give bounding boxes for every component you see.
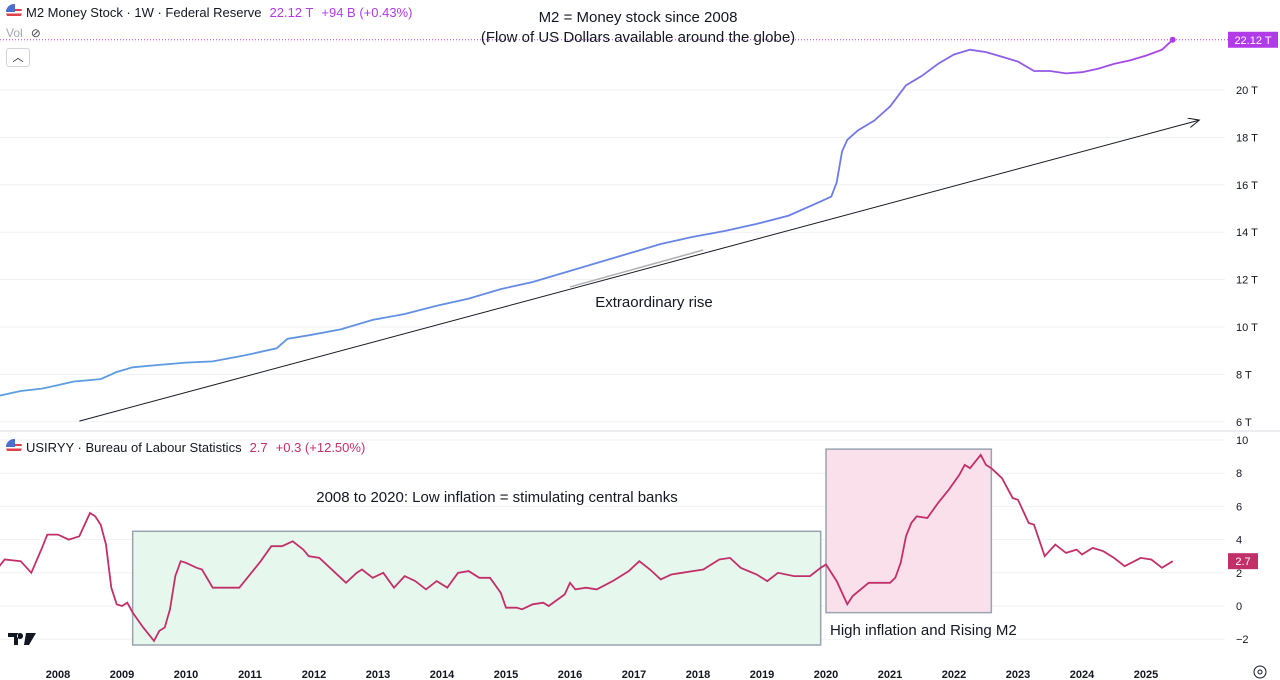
trend-arrow	[79, 120, 1199, 422]
low-inflation-label: 2008 to 2020: Low inflation = stimulatin…	[316, 489, 677, 506]
usiryy-title: USIRYY · Bureau of Labour Statistics	[26, 439, 242, 455]
annotation-boxes	[131, 448, 993, 646]
x-tick-label: 2008	[46, 669, 70, 680]
us-flag-icon	[6, 4, 22, 20]
y-tick-label-lower: 6	[1236, 501, 1242, 513]
m2-last-value-text: 22.12 T	[1234, 35, 1271, 47]
x-tick-label: 2020	[814, 669, 838, 680]
usiryy-legend[interactable]: USIRYY · Bureau of Labour Statistics 2.7…	[6, 439, 365, 455]
y-tick-label-lower: 2	[1236, 568, 1242, 580]
collapse-legend-button[interactable]: ︿	[6, 48, 30, 67]
y-tick-label-upper: 18 T	[1236, 132, 1258, 144]
axes: 20 T 18 T 16 T 14 T 12 T 10 T 8 T 6 T 10 8 6 4 2 0 −2 2…	[46, 31, 1278, 680]
m2-title: M2 Money Stock · 1W · Federal Reserve	[26, 4, 262, 20]
x-tick-label: 2010	[174, 669, 198, 680]
x-tick-label: 2013	[366, 669, 390, 680]
extraordinary-rise-label: Extraordinary rise	[595, 294, 713, 311]
high-inflation-label: High inflation and Rising M2	[830, 622, 1017, 639]
m2-value: 22.12 T	[269, 4, 314, 20]
m2-legend[interactable]: M2 Money Stock · 1W · Federal Reserve 22…	[6, 4, 412, 20]
usiryy-last-value-text: 2.7	[1235, 556, 1250, 568]
m2-title-line-1: M2 = Money stock since 2008	[539, 9, 738, 26]
highlight-segment	[569, 249, 704, 288]
m2-last-value-badge	[1228, 31, 1278, 48]
x-tick-label: 2019	[750, 669, 774, 680]
volume-legend[interactable]: Vol ⊘	[6, 26, 41, 40]
y-tick-label-upper: 6 T	[1236, 417, 1252, 429]
usiryy-value: 2.7	[249, 439, 268, 455]
x-tick-label: 2011	[238, 669, 262, 680]
settings-icon[interactable]	[1253, 665, 1267, 679]
chevron-up-icon: ︿	[12, 52, 24, 64]
x-tick-label: 2021	[878, 669, 902, 680]
y-tick-label-upper: 14 T	[1236, 227, 1258, 239]
m2-title-line-2: (Flow of US Dollars available around the…	[481, 29, 795, 46]
m2-series-line	[0, 39, 1174, 397]
x-tick-label: 2015	[494, 669, 518, 680]
eye-hidden-icon[interactable]: ⊘	[30, 26, 41, 40]
y-tick-label-upper: 10 T	[1236, 322, 1258, 334]
usiryy-change: +0.3 (+12.50%)	[275, 439, 366, 455]
tradingview-logo[interactable]	[8, 633, 36, 645]
y-tick-label-lower: 10	[1236, 435, 1248, 447]
y-tick-label-lower: 8	[1236, 468, 1242, 480]
x-tick-label: 2009	[110, 669, 134, 680]
y-tick-label-lower: 4	[1236, 535, 1242, 547]
x-tick-label: 2025	[1134, 669, 1158, 680]
series-lines	[0, 36, 1228, 643]
x-tick-label: 2016	[558, 669, 582, 680]
x-tick-label: 2022	[942, 669, 966, 680]
x-tick-label: 2014	[430, 669, 455, 680]
x-tick-label: 2018	[686, 669, 710, 680]
m2-last-point	[1169, 36, 1176, 43]
y-tick-label-upper: 12 T	[1236, 275, 1258, 287]
y-tick-label-upper: 8 T	[1236, 369, 1252, 381]
y-tick-label-upper: 16 T	[1236, 180, 1258, 192]
y-tick-label-lower: 0	[1236, 601, 1242, 613]
y-tick-label-lower: −2	[1236, 634, 1249, 646]
vol-label: Vol	[6, 26, 23, 40]
usiryy-series-line	[0, 453, 1174, 643]
m2-change: +94 B (+0.43%)	[321, 4, 413, 20]
usiryy-last-value-badge	[1228, 553, 1258, 570]
x-tick-label: 2024	[1070, 669, 1095, 680]
x-tick-label: 2017	[622, 669, 646, 680]
us-flag-icon	[6, 439, 22, 455]
x-tick-label: 2023	[1006, 669, 1030, 680]
x-tick-label: 2012	[302, 669, 326, 680]
y-tick-label-upper: 20 T	[1236, 85, 1258, 97]
low-box-annotation	[131, 530, 822, 646]
